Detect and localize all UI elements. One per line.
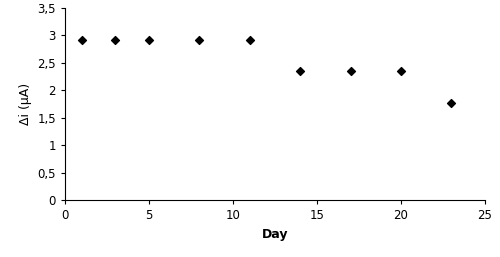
X-axis label: Day: Day [262,228,288,241]
Point [397,69,405,73]
Point [196,38,203,42]
Point [78,38,86,42]
Point [296,69,304,73]
Point [448,101,456,105]
Point [112,38,120,42]
Point [346,69,354,73]
Point [246,38,254,42]
Point [145,38,153,42]
Y-axis label: Δi (μA): Δi (μA) [19,83,32,125]
